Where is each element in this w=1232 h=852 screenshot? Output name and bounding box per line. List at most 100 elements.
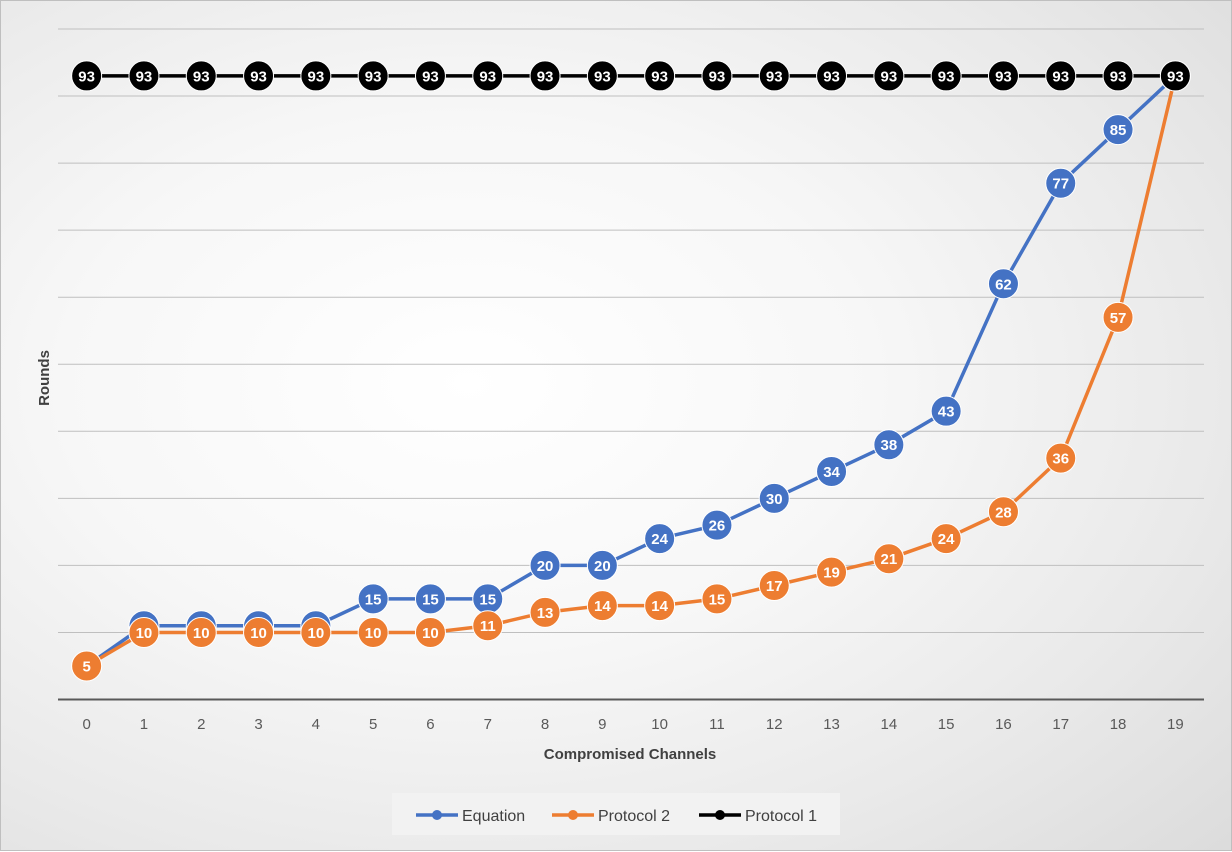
data-point [873,429,905,461]
x-tick-label: 14 [881,716,898,733]
legend-label: Equation [462,808,525,825]
legend-item: Protocol 2 [552,808,670,825]
data-label: 24 [651,531,668,548]
data-point [701,60,733,92]
data-label: 10 [250,625,267,642]
data-label: 93 [136,68,153,85]
legend-label: Protocol 2 [598,808,670,825]
data-label: 36 [1052,451,1069,468]
data-label: 10 [193,625,210,642]
data-point [1102,114,1134,146]
data-label: 93 [709,68,726,85]
data-label: 93 [365,68,382,85]
data-label: 93 [938,68,955,85]
data-point [930,60,962,92]
data-point [701,583,733,615]
data-label: 17 [766,578,783,595]
data-point [71,60,103,92]
data-point [357,616,389,648]
data-point [357,583,389,615]
x-tick-label: 7 [484,716,492,733]
data-point [414,583,446,615]
data-point [987,268,1019,300]
x-tick-label: 17 [1052,716,1069,733]
data-label: 20 [537,558,554,575]
data-point [1045,167,1077,199]
data-label: 13 [537,605,554,622]
data-point [472,610,504,642]
data-label: 93 [1052,68,1069,85]
data-label: 28 [995,504,1012,521]
x-tick-label: 9 [598,716,606,733]
data-point [472,60,504,92]
data-point [185,616,217,648]
x-tick-label: 4 [312,716,320,733]
data-point [1159,60,1191,92]
data-point [1045,60,1077,92]
x-tick-label: 18 [1110,716,1127,733]
data-label: 93 [193,68,210,85]
data-point [357,60,389,92]
data-label: 15 [365,591,382,608]
data-point [529,60,561,92]
x-tick-label: 1 [140,716,148,733]
x-tick-labels: 0 1 2 3 4 5 6 7 8 9 10 11 12 13 14 15 16 17 18 19 [82,716,1183,733]
data-point [930,395,962,427]
data-label: 10 [136,625,153,642]
data-point [128,60,160,92]
data-label: 93 [422,68,439,85]
data-label: 93 [594,68,611,85]
data-point [300,60,332,92]
x-axis-title: Compromised Channels [544,746,717,763]
data-point [1045,442,1077,474]
x-tick-label: 15 [938,716,955,733]
series-line [85,75,1178,668]
data-point [414,60,446,92]
x-tick-label: 8 [541,716,549,733]
data-point [758,570,790,602]
data-point [1102,60,1134,92]
x-tick-label: 5 [369,716,377,733]
data-point [816,60,848,92]
data-point [185,60,217,92]
data-point [701,509,733,541]
series-protocol-2: 5 10 10 10 10 10 10 11 13 14 14 15 17 19 21 24 28 36 57 93 [71,60,1191,682]
data-label: 62 [995,276,1012,293]
data-point [586,60,618,92]
data-label: 85 [1110,122,1127,139]
data-label: 38 [881,437,898,454]
data-label: 14 [594,598,611,615]
data-label: 93 [823,68,840,85]
data-label: 26 [709,518,726,535]
data-point [644,523,676,555]
y-axis-title: Rounds [36,350,53,406]
data-point [816,456,848,488]
data-point [529,549,561,581]
data-point [644,590,676,622]
legend-marker [568,810,578,820]
data-label: 77 [1052,176,1069,193]
gridlines [58,28,1204,701]
data-point [816,556,848,588]
data-point [243,60,275,92]
x-tick-label: 16 [995,716,1012,733]
series-line [85,74,1177,668]
data-label: 93 [537,68,554,85]
data-label: 93 [766,68,783,85]
x-tick-label: 10 [651,716,668,733]
data-point [414,616,446,648]
data-point [1102,301,1134,333]
data-label: 93 [1167,68,1184,85]
data-point [128,616,160,648]
data-label: 19 [823,565,840,582]
data-point [987,496,1019,528]
x-tick-label: 6 [426,716,434,733]
data-label: 30 [766,491,783,508]
x-tick-label: 13 [823,716,840,733]
data-point [758,482,790,514]
data-label: 15 [479,591,496,608]
legend-background [392,793,840,835]
data-point [873,543,905,575]
